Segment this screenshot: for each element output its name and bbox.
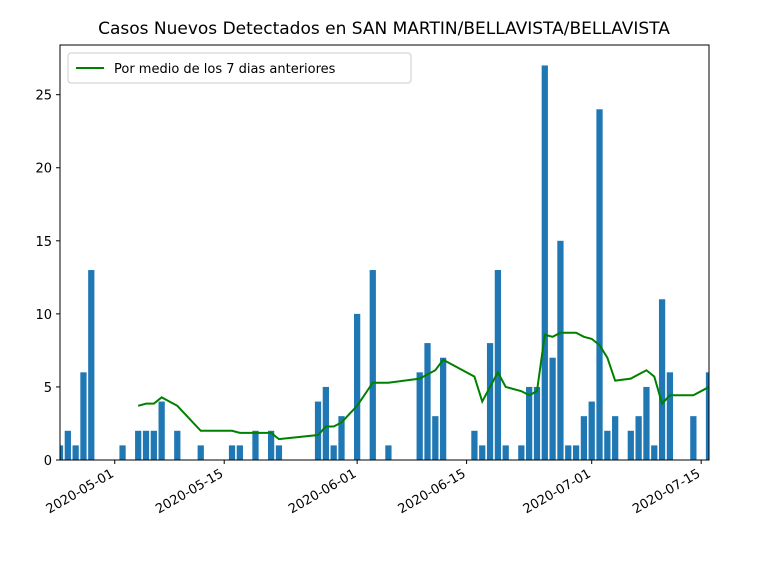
y-tick-label: 25	[35, 89, 52, 104]
legend-box	[67, 52, 412, 84]
bar	[236, 445, 243, 460]
bar	[72, 445, 79, 460]
line	[137, 331, 709, 441]
bar	[440, 357, 447, 460]
y-tick-label: 0	[44, 454, 52, 469]
bar	[314, 401, 322, 460]
bar	[174, 430, 181, 460]
legend-label: Por medio de los 7 dias anteriores	[114, 62, 336, 77]
bar	[228, 445, 236, 460]
bar	[330, 445, 337, 460]
bar	[533, 386, 541, 460]
bar	[80, 372, 87, 460]
bar	[572, 445, 580, 460]
bar	[643, 386, 650, 460]
bar	[252, 430, 259, 460]
bar	[354, 313, 361, 460]
bar	[565, 445, 572, 460]
bar	[142, 430, 150, 460]
y-tick-label: 5	[44, 381, 52, 396]
bar	[486, 343, 494, 460]
bar	[385, 445, 392, 460]
bar	[658, 299, 666, 460]
bar	[119, 445, 126, 460]
bar	[580, 416, 588, 460]
bar	[424, 343, 431, 460]
bar	[158, 401, 165, 460]
bar	[432, 416, 439, 460]
bar	[635, 416, 642, 460]
bar	[666, 372, 674, 460]
bar	[322, 386, 329, 460]
bar	[612, 416, 619, 460]
chart-title: Casos Nuevos Detectados en SAN MARTIN/BE…	[98, 19, 670, 39]
bar	[197, 445, 204, 460]
bar	[60, 445, 64, 460]
bar	[275, 445, 283, 460]
bar	[64, 430, 71, 460]
bar	[627, 430, 634, 460]
bar	[479, 445, 486, 460]
bar	[557, 240, 564, 460]
bar	[88, 270, 95, 460]
bar	[549, 357, 556, 460]
bar	[651, 445, 658, 460]
y-tick-label: 10	[35, 308, 52, 323]
plot-area	[60, 65, 709, 460]
bar	[690, 416, 697, 460]
bar	[541, 65, 548, 460]
bar	[705, 372, 709, 460]
y-tick-label: 20	[35, 162, 52, 177]
y-tick-label: 15	[35, 235, 52, 250]
bar	[526, 386, 533, 460]
bar	[502, 445, 509, 460]
bar	[135, 430, 142, 460]
bar	[588, 401, 595, 460]
axes-frame	[59, 44, 710, 461]
bar	[471, 430, 478, 460]
bar	[267, 430, 275, 460]
bar	[150, 430, 157, 460]
bar	[369, 270, 376, 460]
bar	[518, 445, 525, 460]
bar	[604, 430, 611, 460]
bar	[338, 416, 345, 460]
bar	[416, 372, 423, 460]
bar	[494, 270, 502, 460]
bar	[596, 109, 603, 460]
